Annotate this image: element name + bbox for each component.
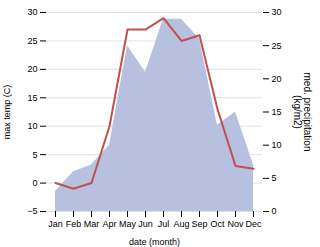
- svg-text:5: 5: [272, 173, 277, 183]
- svg-text:Jun: Jun: [138, 219, 153, 229]
- svg-text:max temp (C): max temp (C): [2, 85, 12, 140]
- svg-text:0: 0: [32, 178, 37, 188]
- svg-text:30: 30: [272, 7, 282, 17]
- svg-text:10: 10: [272, 140, 282, 150]
- svg-text:10: 10: [27, 121, 37, 131]
- svg-text:Jul: Jul: [158, 219, 170, 229]
- svg-text:Mar: Mar: [84, 219, 100, 229]
- svg-text:25: 25: [272, 41, 282, 51]
- svg-text:20: 20: [272, 74, 282, 84]
- svg-text:Dec: Dec: [245, 219, 262, 229]
- svg-text:Sep: Sep: [191, 219, 207, 229]
- svg-text:Jan: Jan: [48, 219, 63, 229]
- svg-text:15: 15: [27, 93, 37, 103]
- svg-text:15: 15: [272, 107, 282, 117]
- svg-text:30: 30: [27, 7, 37, 17]
- svg-text:25: 25: [27, 36, 37, 46]
- svg-text:20: 20: [27, 64, 37, 74]
- svg-text:Aug: Aug: [173, 219, 189, 229]
- svg-text:Feb: Feb: [66, 219, 82, 229]
- svg-text:5: 5: [32, 150, 37, 160]
- svg-text:May: May: [119, 219, 137, 229]
- svg-text:0: 0: [272, 206, 277, 216]
- svg-text:Oct: Oct: [210, 219, 225, 229]
- svg-text:−5: −5: [27, 206, 37, 216]
- svg-text:med. precipitation(kg/m2): med. precipitation(kg/m2): [292, 73, 313, 152]
- svg-text:Nov: Nov: [227, 219, 244, 229]
- svg-text:Apr: Apr: [102, 219, 116, 229]
- svg-text:date (month): date (month): [129, 237, 180, 247]
